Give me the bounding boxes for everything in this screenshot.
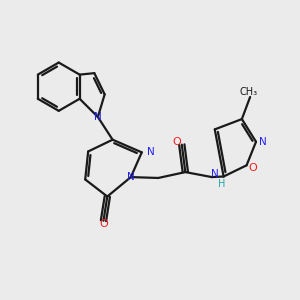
Text: N: N xyxy=(147,147,155,158)
Text: CH₃: CH₃ xyxy=(240,87,258,97)
Text: N: N xyxy=(94,112,102,122)
Text: N: N xyxy=(259,137,266,147)
Text: O: O xyxy=(248,163,257,173)
Text: O: O xyxy=(99,219,108,229)
Text: N: N xyxy=(212,169,219,179)
Text: O: O xyxy=(172,137,181,147)
Text: N: N xyxy=(127,172,135,182)
Text: H: H xyxy=(218,178,226,189)
